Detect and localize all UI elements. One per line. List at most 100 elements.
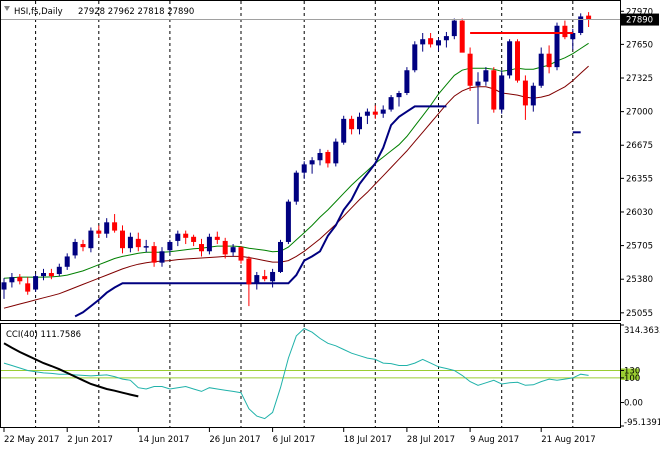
cci-tick-label: -95.1391 bbox=[624, 418, 660, 428]
price-tick-label: 26030 bbox=[626, 208, 653, 218]
candle-body bbox=[349, 118, 355, 130]
candle-body bbox=[246, 258, 252, 285]
candle-body bbox=[380, 109, 386, 114]
candle-body bbox=[183, 233, 189, 238]
candle-body bbox=[96, 230, 102, 234]
date-label: 26 Jun 2017 bbox=[209, 435, 260, 445]
cci-tick-label: 100 bbox=[624, 374, 640, 384]
symbol-arrow-icon[interactable] bbox=[4, 6, 10, 11]
candle bbox=[325, 149, 331, 168]
candle bbox=[546, 45, 552, 74]
candle bbox=[143, 239, 149, 253]
date-label: 22 May 2017 bbox=[4, 435, 59, 445]
candle-body bbox=[325, 151, 331, 164]
cci-levels bbox=[1, 368, 639, 380]
candle bbox=[451, 18, 457, 40]
candle-body bbox=[428, 38, 434, 45]
candle bbox=[48, 268, 54, 280]
candle-body bbox=[341, 118, 347, 143]
candle-body bbox=[112, 222, 118, 231]
price-tick-label: 25705 bbox=[626, 242, 653, 252]
candle-body bbox=[33, 276, 39, 290]
price-tick-label: 27650 bbox=[626, 40, 653, 50]
candle bbox=[262, 269, 268, 282]
candle-body bbox=[333, 141, 339, 164]
candle bbox=[96, 225, 102, 238]
candle bbox=[270, 268, 276, 288]
candle bbox=[301, 161, 307, 179]
candle-body bbox=[25, 283, 31, 292]
candle-body bbox=[159, 251, 165, 263]
date-label: 14 Jun 2017 bbox=[138, 435, 189, 445]
candle bbox=[206, 233, 212, 255]
candle-body bbox=[127, 236, 133, 249]
candle-body bbox=[436, 40, 441, 46]
candle-body bbox=[238, 247, 244, 261]
candle-body bbox=[530, 85, 536, 106]
candle bbox=[175, 230, 181, 247]
candle-body bbox=[396, 93, 402, 98]
candle bbox=[214, 231, 220, 245]
cci-tick-label: 314.3633 bbox=[624, 326, 660, 336]
candle-body bbox=[586, 15, 592, 20]
candle bbox=[396, 90, 402, 107]
price-extra-segments bbox=[470, 32, 581, 134]
candle bbox=[167, 239, 173, 255]
candle bbox=[246, 256, 252, 307]
candle bbox=[554, 22, 560, 71]
ohlc-header: 27928 27962 27818 27890 bbox=[78, 7, 194, 17]
cci-series-line-1 bbox=[3, 342, 139, 398]
candle bbox=[530, 82, 536, 112]
price-tick-label: 27970 bbox=[626, 7, 653, 17]
candle bbox=[64, 253, 70, 270]
last-price-box bbox=[621, 13, 659, 26]
candle-body bbox=[499, 75, 505, 110]
candle-body bbox=[80, 244, 86, 248]
candle bbox=[25, 277, 31, 295]
candle-body bbox=[293, 172, 299, 202]
candle bbox=[491, 67, 497, 113]
candle bbox=[127, 232, 133, 253]
candle bbox=[41, 268, 46, 281]
candle-body bbox=[17, 277, 23, 282]
price-indicator-lines bbox=[3, 42, 589, 318]
candle bbox=[420, 33, 426, 52]
candle-body bbox=[270, 271, 276, 282]
candle-body bbox=[88, 230, 94, 249]
candle-body bbox=[104, 222, 110, 234]
date-label: 18 Jul 2017 bbox=[344, 435, 392, 445]
candle-body bbox=[199, 244, 204, 252]
candle-body bbox=[404, 70, 410, 93]
candle bbox=[278, 239, 283, 273]
candle bbox=[357, 112, 362, 135]
candle bbox=[135, 232, 141, 252]
cci-header: CCI(40) 111.7586 bbox=[6, 330, 81, 340]
candle-body bbox=[467, 53, 473, 86]
candle bbox=[562, 20, 568, 40]
symbol-header: HSI,fs,Daily bbox=[14, 7, 63, 17]
date-label: 6 Jul 2017 bbox=[273, 435, 316, 445]
date-label: 2 Jun 2017 bbox=[67, 435, 113, 445]
candle-body bbox=[135, 238, 141, 248]
price-vertical-separators bbox=[35, 1, 574, 320]
candle bbox=[80, 239, 86, 252]
price-tick-label: 25055 bbox=[626, 309, 653, 319]
candle-body bbox=[491, 70, 497, 110]
candle-body bbox=[554, 25, 560, 68]
price-pane[interactable]: 27970 27650 27325 27000 26675 26355 26030 25705… bbox=[0, 0, 660, 321]
candle-body bbox=[475, 81, 481, 86]
cci-tick-label: 0.00 bbox=[624, 399, 643, 409]
candle-body bbox=[546, 53, 552, 68]
price-indicator-line-1 bbox=[3, 65, 589, 309]
candle-body bbox=[285, 201, 291, 242]
candle-body bbox=[254, 275, 260, 284]
candle bbox=[151, 241, 157, 267]
candle-body bbox=[483, 70, 489, 82]
candle bbox=[538, 47, 544, 88]
candle bbox=[578, 13, 584, 36]
candle-body bbox=[230, 247, 236, 253]
candle-body bbox=[167, 241, 173, 251]
date-label: 9 Aug 2017 bbox=[470, 435, 519, 445]
